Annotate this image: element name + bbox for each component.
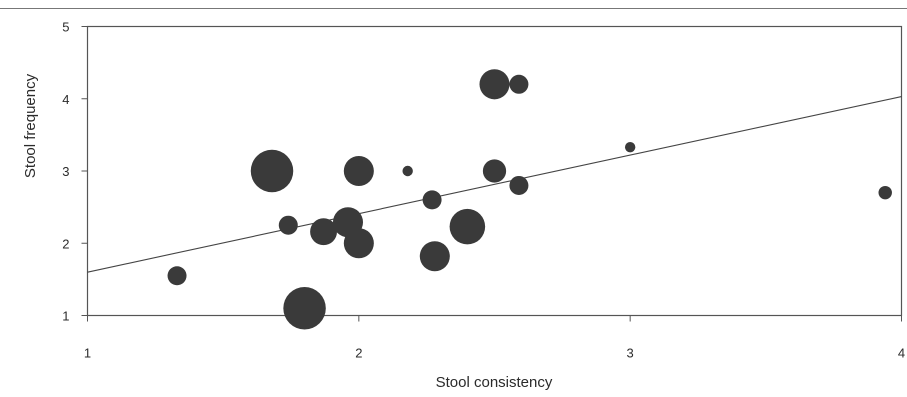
data-point-15 [509, 175, 529, 195]
x-tick-label-2: 2 [355, 346, 362, 361]
y-tick-label-1: 1 [62, 309, 69, 324]
x-axis: 1 2 3 4 [84, 315, 905, 361]
data-point-11 [449, 208, 486, 245]
data-point-13 [482, 159, 507, 183]
data-point-9 [422, 190, 442, 210]
data-point-3 [283, 287, 326, 330]
data-points [167, 69, 892, 330]
x-axis-label: Stool consistency [436, 374, 553, 391]
y-axis-label: Stool frequency [22, 73, 39, 178]
trendline [87, 96, 902, 273]
data-point-0 [167, 266, 187, 286]
data-point-1 [250, 149, 294, 193]
data-point-2 [278, 215, 298, 235]
data-point-16 [624, 141, 636, 153]
data-point-7 [343, 228, 374, 259]
y-axis: 1 2 3 4 5 [62, 20, 88, 324]
x-tick-label-4: 4 [898, 346, 905, 361]
x-tick-label-1: 1 [84, 346, 91, 361]
y-tick-label-4: 4 [62, 92, 69, 107]
data-point-8 [402, 165, 413, 177]
data-point-17 [878, 185, 892, 200]
data-point-4 [310, 218, 337, 246]
data-point-14 [509, 74, 529, 94]
y-tick-label-3: 3 [62, 164, 69, 179]
data-point-6 [343, 155, 374, 187]
y-tick-label-2: 2 [62, 236, 69, 251]
data-point-12 [479, 69, 510, 100]
data-point-10 [419, 241, 450, 272]
x-tick-label-3: 3 [627, 346, 634, 361]
y-tick-label-5: 5 [62, 20, 69, 35]
